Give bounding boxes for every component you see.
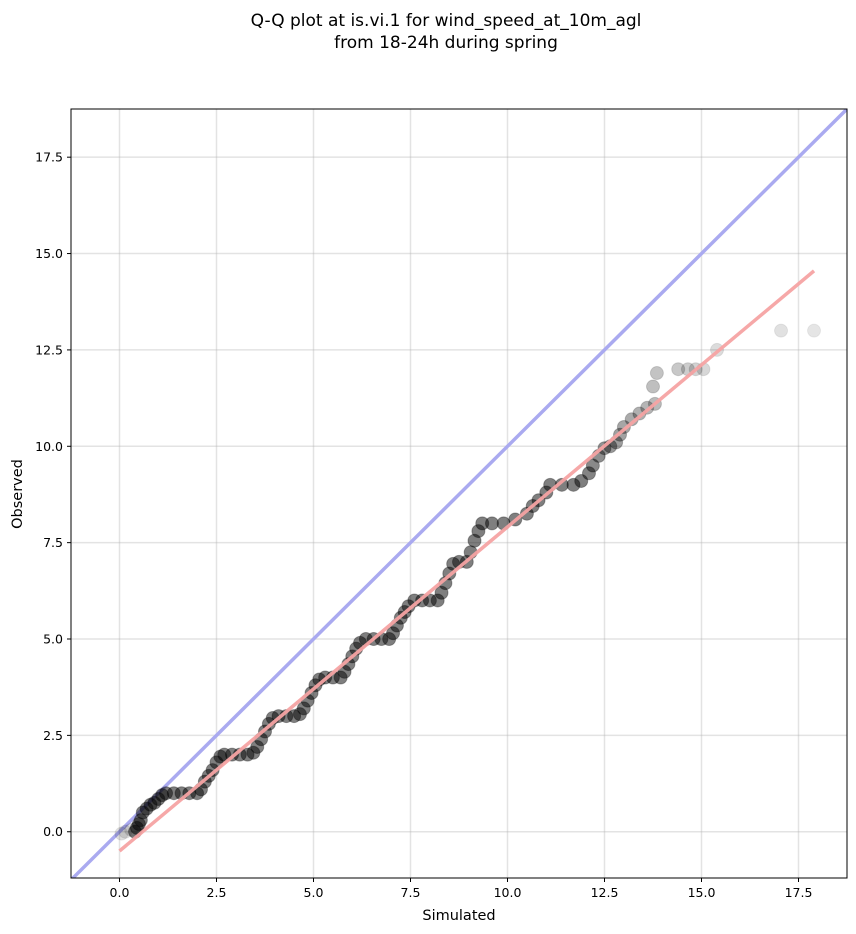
y-tick-label: 7.5 [43, 535, 63, 550]
fit-line [118, 269, 816, 853]
x-tick-label: 15.0 [688, 885, 716, 900]
identity-line [71, 109, 847, 878]
plot-frame [70, 108, 848, 879]
y-tick-label: 12.5 [35, 342, 63, 357]
x-axis-label: Simulated [422, 908, 495, 924]
chart-title-line-2: from 18-24h during spring [334, 33, 558, 53]
qq-point [114, 826, 129, 841]
chart-title-line-1: Q-Q plot at is.vi.1 for wind_speed_at_10… [251, 11, 642, 31]
y-tick-label: 17.5 [35, 150, 63, 165]
x-tick-label: 17.5 [785, 885, 813, 900]
y-tick-label: 2.5 [43, 728, 63, 743]
qq-point [574, 473, 589, 488]
data-points [114, 323, 822, 841]
y-tick-label: 0.0 [43, 824, 63, 839]
x-tick-label: 10.0 [494, 885, 522, 900]
x-axis-ticks: 0.0 2.5 5.0 7.5 10.0 12.5 15.0 17.5 [110, 878, 813, 900]
x-tick-label: 2.5 [207, 885, 227, 900]
y-axis-ticks: 0.0 2.5 5.0 7.5 10.0 12.5 15.0 17.5 [35, 150, 71, 839]
qq-point [774, 323, 789, 338]
x-tick-label: 5.0 [304, 885, 324, 900]
qq-point [585, 458, 600, 473]
x-tick-label: 12.5 [591, 885, 619, 900]
y-tick-label: 10.0 [35, 439, 63, 454]
plot-area [71, 109, 847, 878]
qq-point [649, 366, 664, 381]
x-tick-label: 7.5 [401, 885, 421, 900]
qq-point [484, 516, 499, 531]
y-axis-label: Observed [10, 459, 26, 529]
x-tick-label: 0.0 [110, 885, 130, 900]
qq-point [671, 362, 686, 377]
y-tick-label: 15.0 [35, 246, 63, 261]
y-tick-label: 5.0 [43, 632, 63, 647]
qq-point [581, 466, 596, 481]
qq-point [807, 323, 822, 338]
qq-point [646, 379, 660, 394]
